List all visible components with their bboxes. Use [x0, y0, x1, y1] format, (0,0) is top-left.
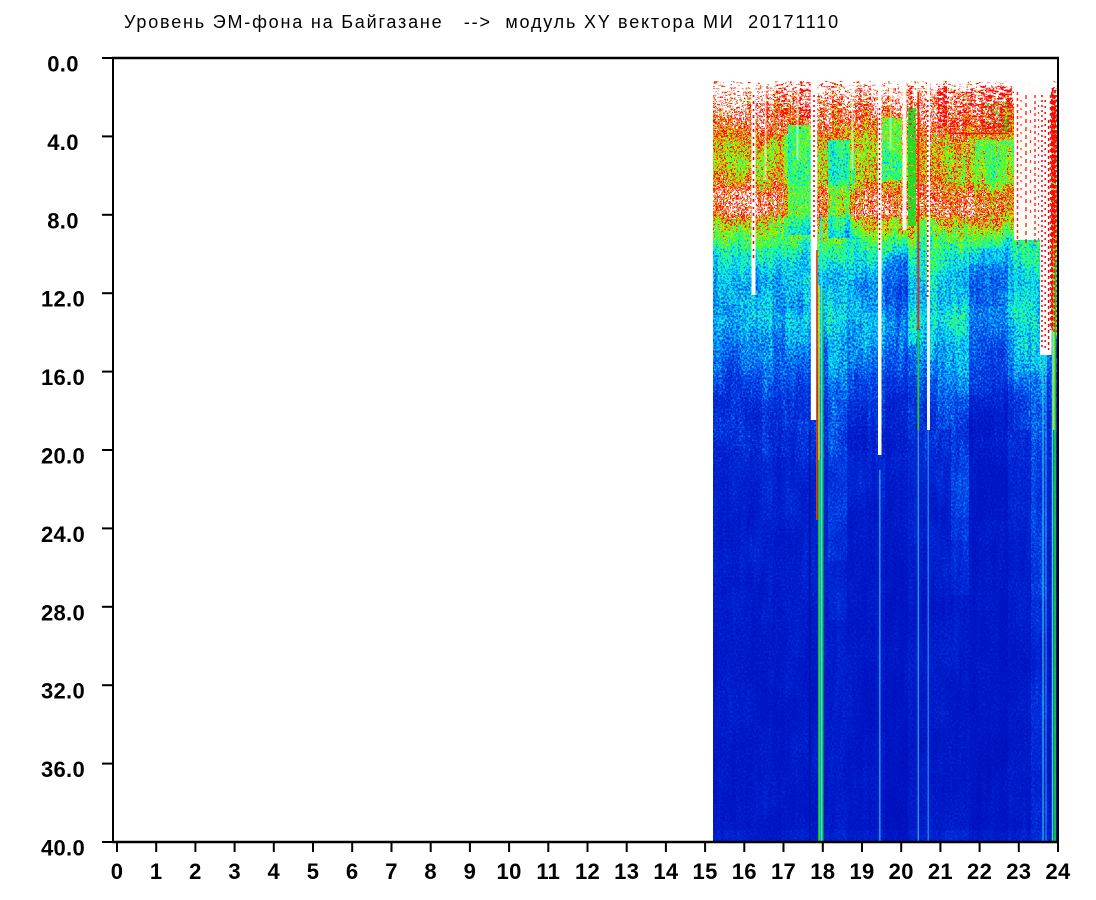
svg-text:22: 22	[967, 859, 992, 884]
svg-text:12.0: 12.0	[41, 287, 85, 312]
svg-text:0.0: 0.0	[47, 52, 78, 77]
svg-text:17: 17	[771, 859, 796, 884]
svg-text:19: 19	[849, 859, 874, 884]
svg-text:14: 14	[653, 859, 679, 884]
svg-text:36.0: 36.0	[41, 757, 85, 782]
svg-text:4.0: 4.0	[47, 130, 78, 155]
svg-text:2: 2	[189, 859, 202, 884]
svg-text:9: 9	[464, 859, 477, 884]
svg-text:6: 6	[346, 859, 359, 884]
svg-text:15: 15	[693, 859, 718, 884]
svg-text:20.0: 20.0	[41, 444, 85, 469]
svg-text:Уровень ЭМ-фона на Байгазане: Уровень ЭМ-фона на Байгазане --> модуль …	[124, 12, 840, 32]
svg-text:24.0: 24.0	[41, 522, 85, 547]
svg-text:18: 18	[810, 859, 835, 884]
svg-text:12: 12	[575, 859, 600, 884]
svg-text:10: 10	[497, 859, 522, 884]
svg-text:8: 8	[424, 859, 437, 884]
svg-text:3: 3	[228, 859, 241, 884]
svg-text:11: 11	[536, 859, 560, 884]
svg-text:8.0: 8.0	[47, 208, 78, 233]
svg-text:23: 23	[1006, 859, 1031, 884]
svg-text:24: 24	[1045, 859, 1071, 884]
svg-text:21: 21	[928, 859, 953, 884]
svg-text:4: 4	[268, 859, 281, 884]
svg-text:32.0: 32.0	[41, 679, 85, 704]
svg-text:28.0: 28.0	[41, 600, 85, 625]
svg-text:1: 1	[150, 859, 163, 884]
svg-text:13: 13	[614, 859, 639, 884]
svg-text:20: 20	[889, 859, 914, 884]
svg-text:7: 7	[385, 859, 398, 884]
svg-text:16: 16	[732, 859, 757, 884]
svg-text:16.0: 16.0	[41, 365, 85, 390]
svg-text:40.0: 40.0	[41, 836, 85, 861]
svg-text:0: 0	[111, 859, 124, 884]
svg-text:5: 5	[307, 859, 320, 884]
